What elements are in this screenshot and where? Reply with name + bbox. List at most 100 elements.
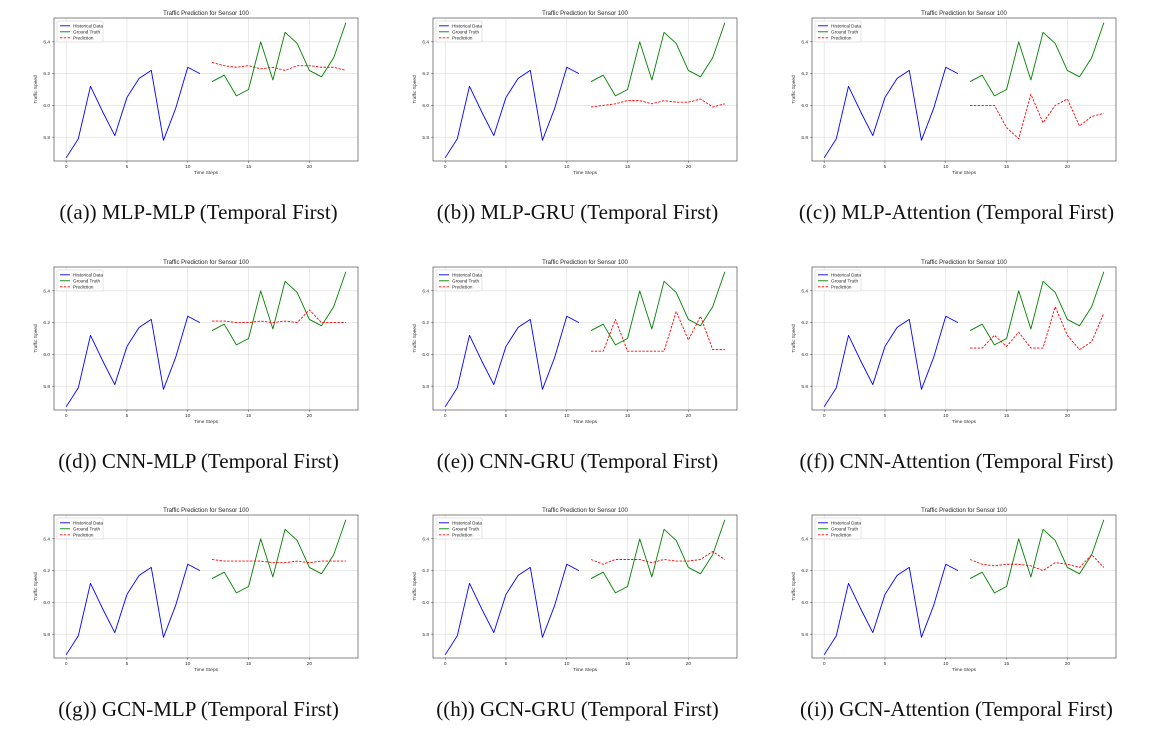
legend-label: Historical Data — [73, 520, 103, 525]
y-tick-label: 6.4 — [801, 536, 808, 542]
legend-label: Historical Data — [831, 272, 861, 277]
line-chart: 0 5 10 15 20 5.8 6.0 6.2 6.4 Traffic Prediction f… — [412, 260, 738, 425]
y-tick-label: 6.4 — [43, 288, 50, 294]
y-tick-label: 6.0 — [422, 600, 429, 606]
legend-label: Historical Data — [452, 520, 482, 525]
x-axis-label: Time Steps — [573, 667, 598, 673]
grid-lines — [54, 18, 358, 161]
y-tick-label: 5.8 — [422, 135, 429, 141]
figure-caption: ((d)) CNN-MLP (Temporal First) — [58, 449, 339, 473]
legend-label: Prediction — [452, 284, 473, 289]
legend-label: Historical Data — [831, 23, 861, 28]
y-axis-label: Traffic Speed — [791, 572, 797, 601]
legend-label: Historical Data — [452, 272, 482, 277]
legend-box — [56, 517, 104, 540]
x-tick-label: 5 — [126, 413, 129, 419]
y-tick-label: 5.8 — [801, 632, 808, 638]
series-line-ground-truth — [590, 22, 726, 97]
x-tick-label: 20 — [686, 413, 692, 419]
legend-label: Ground Truth — [452, 278, 480, 283]
legend-box — [814, 517, 862, 540]
chart-title: Traffic Prediction for Sensor 100 — [921, 508, 1007, 514]
legend-label: Ground Truth — [73, 29, 101, 34]
chart-panel-e: 0 5 10 15 20 5.8 6.0 6.2 6.4 Traffic Prediction f… — [399, 255, 777, 425]
legend-label: Historical Data — [73, 272, 103, 277]
x-tick-label: 20 — [1065, 413, 1071, 419]
x-axis-label: Time Steps — [952, 419, 977, 425]
legend-box — [56, 269, 104, 292]
x-tick-label: 15 — [1004, 164, 1010, 170]
line-chart: 0 5 10 15 20 5.8 6.0 6.2 6.4 Traffic Prediction f… — [791, 11, 1117, 176]
legend-box — [435, 517, 483, 540]
series-line-historical-data — [444, 563, 580, 656]
y-tick-label: 6.4 — [422, 536, 429, 542]
figure-caption: ((f)) CNN-Attention (Temporal First) — [799, 449, 1114, 473]
x-axis-label: Time Steps — [194, 170, 219, 176]
plot-frame — [53, 514, 359, 659]
series-line-prediction — [969, 554, 1105, 572]
series-line-historical-data — [823, 315, 959, 408]
y-tick-label: 6.2 — [422, 71, 429, 77]
x-tick-label: 5 — [126, 164, 129, 170]
x-tick-label: 5 — [884, 661, 887, 667]
chart-panel-i: 0 5 10 15 20 5.8 6.0 6.2 6.4 Traffic Prediction f… — [778, 503, 1156, 673]
chart-title: Traffic Prediction for Sensor 100 — [163, 11, 249, 17]
x-tick-label: 5 — [884, 164, 887, 170]
chart-panel-f: 0 5 10 15 20 5.8 6.0 6.2 6.4 Traffic Prediction f… — [778, 255, 1156, 425]
plot-frame — [432, 17, 738, 162]
figure-caption: ((e)) CNN-GRU (Temporal First) — [436, 449, 719, 473]
chart-title: Traffic Prediction for Sensor 100 — [542, 260, 628, 266]
series-line-historical-data — [823, 563, 959, 656]
series-line-historical-data — [444, 315, 580, 408]
legend-label: Ground Truth — [73, 526, 101, 531]
legend-label: Ground Truth — [452, 29, 480, 34]
x-tick-label: 20 — [686, 661, 692, 667]
line-chart: 0 5 10 15 20 5.8 6.0 6.2 6.4 Traffic Prediction f… — [33, 508, 359, 673]
y-tick-label: 6.2 — [43, 71, 50, 77]
legend-box — [814, 269, 862, 292]
x-axis-label: Time Steps — [573, 419, 598, 425]
x-tick-label: 5 — [505, 413, 508, 419]
chart-title: Traffic Prediction for Sensor 100 — [542, 11, 628, 17]
series-line-ground-truth — [969, 22, 1105, 97]
series-line-prediction — [590, 551, 726, 565]
plot-frame — [432, 514, 738, 659]
x-tick-label: 0 — [65, 413, 68, 419]
chart-title: Traffic Prediction for Sensor 100 — [921, 11, 1007, 17]
series-line-historical-data — [823, 66, 959, 159]
x-tick-label: 5 — [505, 661, 508, 667]
x-tick-label: 0 — [823, 413, 826, 419]
series-line-ground-truth — [211, 22, 347, 97]
plot-frame — [53, 266, 359, 411]
series-line-ground-truth — [211, 519, 347, 594]
y-tick-label: 6.2 — [801, 320, 808, 326]
legend-label: Prediction — [73, 35, 94, 40]
y-axis-label: Traffic Speed — [412, 572, 418, 601]
x-tick-label: 5 — [884, 413, 887, 419]
x-tick-label: 10 — [564, 661, 570, 667]
y-tick-label: 6.0 — [43, 600, 50, 606]
y-tick-label: 5.8 — [43, 135, 50, 141]
y-tick-label: 6.0 — [43, 352, 50, 358]
plot-frame — [811, 266, 1117, 411]
x-tick-label: 15 — [1004, 413, 1010, 419]
series-line-ground-truth — [969, 271, 1105, 346]
series-line-historical-data — [65, 563, 201, 656]
legend-label: Prediction — [452, 532, 473, 537]
y-axis-label: Traffic Speed — [33, 75, 39, 104]
x-axis-label: Time Steps — [194, 419, 219, 425]
x-tick-label: 15 — [625, 413, 631, 419]
y-axis-label: Traffic Speed — [412, 324, 418, 353]
y-tick-label: 6.4 — [43, 39, 50, 45]
legend-label: Prediction — [73, 284, 94, 289]
y-tick-label: 6.0 — [422, 352, 429, 358]
line-chart: 0 5 10 15 20 5.8 6.0 6.2 6.4 Traffic Prediction f… — [33, 11, 359, 176]
x-tick-label: 20 — [307, 661, 313, 667]
legend-label: Ground Truth — [73, 278, 101, 283]
x-tick-label: 20 — [307, 413, 313, 419]
x-tick-label: 15 — [246, 164, 252, 170]
